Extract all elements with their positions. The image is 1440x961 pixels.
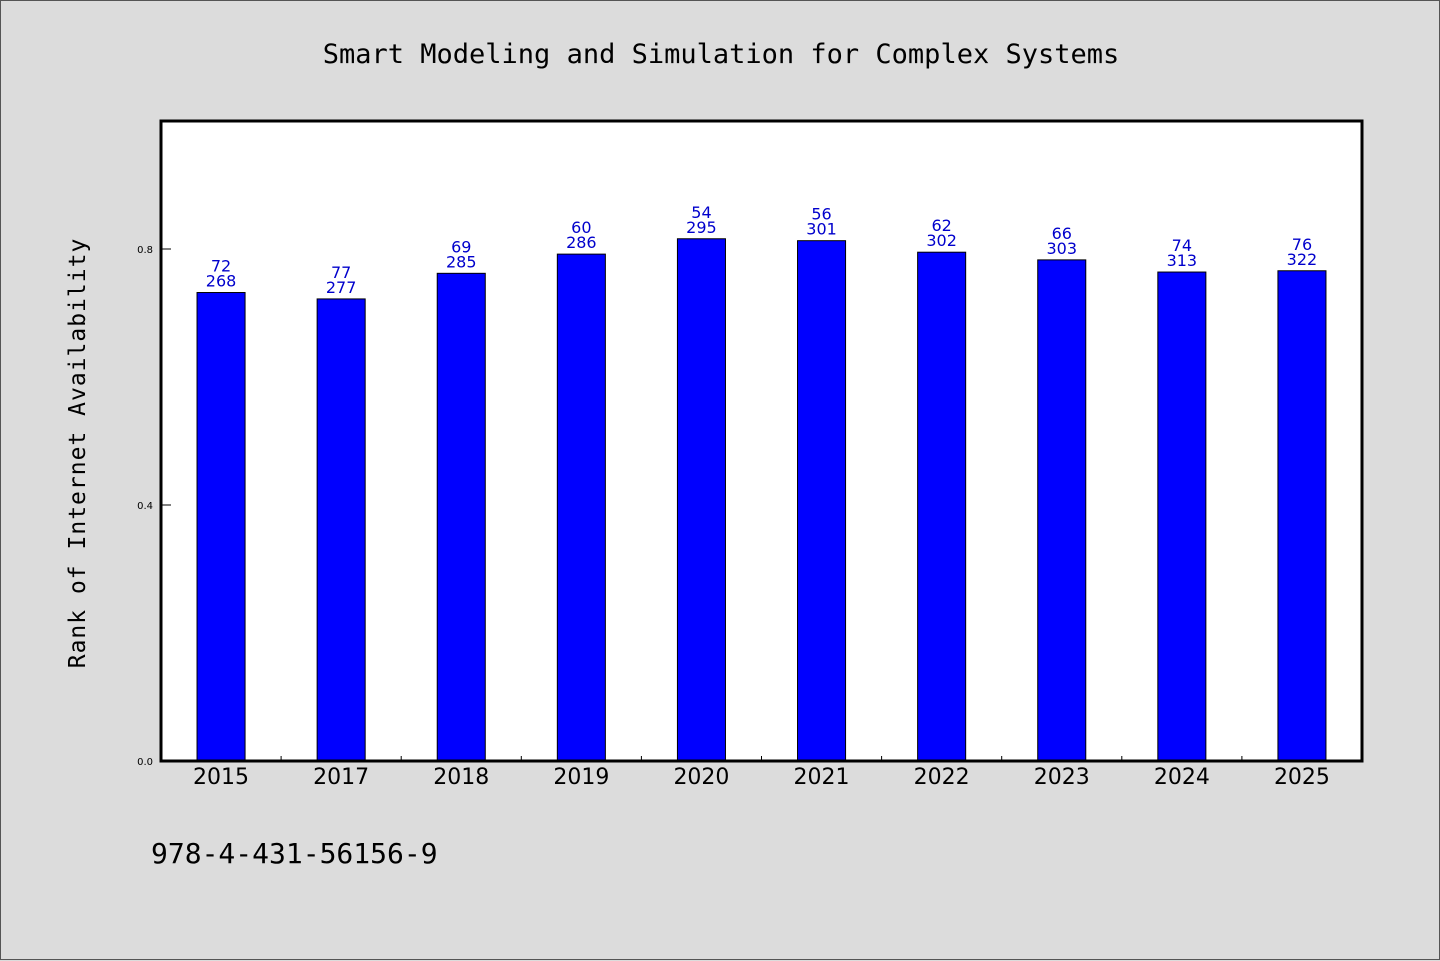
x-tick-label: 2020	[673, 765, 729, 790]
x-tick-label: 2024	[1154, 765, 1210, 790]
isbn-text: 978-4-431-56156-9	[151, 837, 438, 870]
bar	[797, 240, 847, 762]
bar-label-bottom: 295	[686, 218, 717, 237]
bar-label-bottom: 322	[1287, 250, 1318, 269]
bar-label-top: 77	[331, 263, 351, 282]
bar	[676, 238, 726, 762]
bar-label-bottom: 268	[206, 272, 237, 291]
x-tick-label: 2019	[553, 765, 609, 790]
bar-label-top: 54	[691, 203, 711, 222]
bar	[436, 272, 486, 762]
x-tick-label: 2018	[433, 765, 489, 790]
bar-label-top: 69	[451, 237, 471, 256]
bar-label-bottom: 285	[446, 252, 477, 271]
ticks-layer: 2015 2017 2018 2019 2020 2021 2022 2023 2024 2025…	[137, 245, 1330, 790]
bar	[316, 298, 366, 762]
bar-label-bottom: 303	[1046, 239, 1077, 258]
x-tick-label: 2023	[1034, 765, 1090, 790]
bar	[556, 253, 606, 762]
y-tick-label: 0.8	[137, 245, 153, 256]
x-tick-label: 2015	[193, 765, 249, 790]
bar	[1037, 259, 1087, 762]
bar	[1157, 271, 1207, 762]
bar-label-bottom: 313	[1167, 251, 1198, 270]
bar	[1277, 270, 1327, 762]
x-tick-label: 2017	[313, 765, 369, 790]
bar-label-bottom: 301	[806, 220, 837, 239]
y-tick-label: 0.4	[137, 501, 153, 512]
x-tick-label: 2025	[1274, 765, 1330, 790]
bar	[196, 292, 246, 762]
y-axis-label: Rank of Internet Availability	[65, 238, 91, 669]
bar-label-top: 72	[211, 257, 231, 276]
bar-label-top: 76	[1292, 235, 1312, 254]
bar-label-bottom: 286	[566, 233, 597, 252]
bar-label-top: 74	[1172, 236, 1192, 255]
bar	[917, 251, 967, 762]
bar-label-bottom: 277	[326, 278, 357, 297]
bar-label-top: 60	[571, 218, 591, 237]
bar-label-top: 66	[1052, 224, 1072, 243]
x-tick-label: 2021	[794, 765, 850, 790]
x-tick-label: 2022	[914, 765, 970, 790]
bar-label-top: 56	[811, 205, 831, 224]
plot-border	[159, 119, 1364, 763]
bar-label-top: 62	[931, 216, 951, 235]
y-tick-label: 0.0	[137, 757, 153, 768]
chart-title: Smart Modeling and Simulation for Comple…	[323, 39, 1120, 70]
bar-label-bottom: 302	[926, 231, 957, 250]
